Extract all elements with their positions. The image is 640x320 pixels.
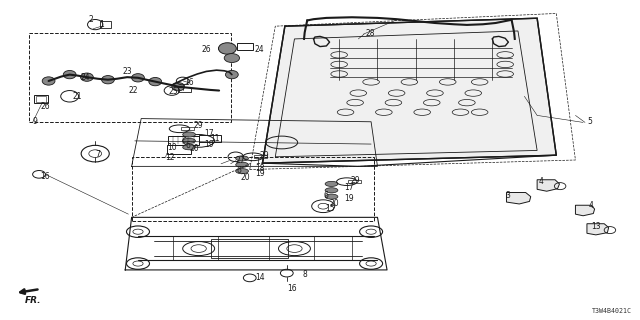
Text: 3: 3 <box>505 191 510 200</box>
Text: 23: 23 <box>122 67 132 76</box>
Ellipse shape <box>224 53 239 62</box>
Ellipse shape <box>182 132 195 137</box>
Text: 12: 12 <box>166 153 175 162</box>
Text: 28: 28 <box>366 29 376 38</box>
Bar <box>34 95 48 103</box>
Ellipse shape <box>42 77 55 85</box>
Text: 21: 21 <box>72 92 82 101</box>
Bar <box>180 127 193 130</box>
Text: 20: 20 <box>189 144 199 153</box>
Ellipse shape <box>132 74 145 82</box>
Text: 15: 15 <box>325 204 335 213</box>
Ellipse shape <box>63 70 76 79</box>
Text: 9: 9 <box>33 117 38 126</box>
Polygon shape <box>506 193 531 204</box>
Ellipse shape <box>236 156 248 161</box>
Text: 25: 25 <box>168 87 178 96</box>
Text: 6: 6 <box>237 166 242 175</box>
Text: 16: 16 <box>184 78 194 87</box>
Text: 1: 1 <box>100 20 104 29</box>
Bar <box>178 87 191 92</box>
Text: 14: 14 <box>255 273 264 282</box>
Text: 16: 16 <box>287 284 296 292</box>
Ellipse shape <box>149 77 162 86</box>
Text: 13: 13 <box>591 222 600 231</box>
Text: 19: 19 <box>255 169 264 178</box>
Text: 26: 26 <box>202 44 211 54</box>
Bar <box>29 33 230 122</box>
Bar <box>100 21 111 28</box>
Text: 8: 8 <box>302 269 307 279</box>
Text: T3W4B4021C: T3W4B4021C <box>591 308 632 314</box>
Text: 16: 16 <box>40 172 50 181</box>
Text: 24: 24 <box>81 73 90 82</box>
Text: 7: 7 <box>95 150 100 159</box>
Text: 19: 19 <box>204 140 213 149</box>
Ellipse shape <box>182 138 195 143</box>
Ellipse shape <box>325 194 338 199</box>
Text: 20: 20 <box>241 173 250 182</box>
Ellipse shape <box>325 188 338 193</box>
Ellipse shape <box>325 181 338 187</box>
Text: 26: 26 <box>40 102 50 111</box>
Text: 29: 29 <box>351 176 360 185</box>
Bar <box>167 145 191 154</box>
Bar <box>132 157 374 220</box>
Text: FR.: FR. <box>24 296 41 305</box>
Text: 4: 4 <box>539 177 544 186</box>
Ellipse shape <box>182 145 195 150</box>
Text: 29: 29 <box>193 121 203 130</box>
Polygon shape <box>587 224 609 235</box>
Ellipse shape <box>225 70 238 79</box>
Ellipse shape <box>102 76 115 84</box>
Text: 18: 18 <box>255 164 264 173</box>
Text: 17: 17 <box>255 157 264 166</box>
Bar <box>237 43 253 50</box>
Text: 5: 5 <box>587 117 592 126</box>
Text: 6: 6 <box>323 191 328 200</box>
Text: 22: 22 <box>129 86 138 95</box>
Text: 17: 17 <box>204 129 213 138</box>
Ellipse shape <box>172 83 184 91</box>
Text: 24: 24 <box>255 44 264 54</box>
Polygon shape <box>537 180 559 191</box>
Bar <box>254 155 267 158</box>
Text: 6: 6 <box>186 141 191 150</box>
Ellipse shape <box>218 43 236 54</box>
Bar <box>211 239 288 258</box>
Bar <box>198 134 221 142</box>
Bar <box>36 96 46 102</box>
Text: 2: 2 <box>89 15 93 24</box>
Polygon shape <box>262 18 556 163</box>
Bar <box>348 180 361 183</box>
Bar <box>168 136 198 145</box>
Text: 10: 10 <box>167 143 177 152</box>
Text: 27: 27 <box>236 156 245 165</box>
Text: 29: 29 <box>259 151 269 160</box>
Ellipse shape <box>236 162 248 167</box>
Ellipse shape <box>81 73 93 81</box>
Text: 20: 20 <box>330 199 339 208</box>
Text: 17: 17 <box>344 183 354 192</box>
Ellipse shape <box>236 169 248 174</box>
Text: 19: 19 <box>344 194 354 204</box>
Polygon shape <box>575 205 595 216</box>
Text: 11: 11 <box>210 134 220 143</box>
Text: 4: 4 <box>588 201 593 210</box>
